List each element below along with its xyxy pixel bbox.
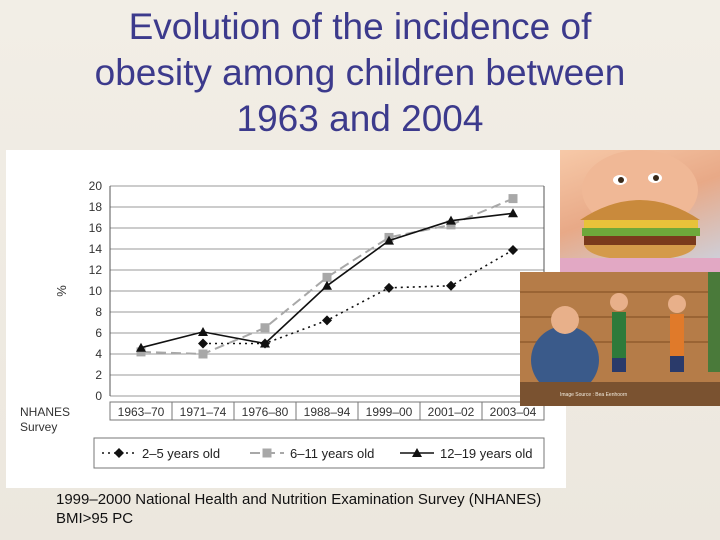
legend-swatch-marker	[412, 448, 422, 457]
x-tick-label: 2003–04	[490, 405, 537, 419]
burger-illustration	[560, 150, 720, 278]
series-3-point	[446, 215, 456, 225]
photo-credit: Image Source : Bea Eenhoorn	[560, 392, 627, 398]
series-1-point	[508, 245, 518, 256]
x-tick-label: 1976–80	[242, 405, 289, 419]
obesity-line-chart: 0 2 4 6 8 10 12 14 16 18 20% 1963–70 1971–74 1976–80 1…	[20, 179, 545, 469]
y-axis-label: %	[54, 285, 69, 297]
source-label-line: Survey	[20, 420, 57, 434]
y-tick-label: 0	[95, 389, 102, 403]
y-tick-label: 18	[89, 200, 103, 214]
legend-label: 6–11 years old	[290, 446, 374, 461]
gym-illustration: Image Source : Bea Eenhoorn	[520, 272, 720, 406]
footnote: 1999–2000 National Health and Nutrition …	[56, 490, 696, 528]
series-3-point	[322, 280, 332, 290]
series-1-point	[198, 338, 208, 349]
y-tick-label: 8	[95, 305, 102, 319]
legend-box	[93, 437, 545, 469]
y-tick-label: 4	[95, 347, 102, 361]
series-3-point	[508, 208, 518, 218]
photo-children-gym-class: Image Source : Bea Eenhoorn	[520, 272, 720, 406]
series-1-point	[384, 282, 394, 293]
footnote-source: 1999–2000 National Health and Nutrition …	[56, 491, 542, 508]
legend-swatch-marker	[262, 448, 272, 458]
title-line-1: Evolution of the incidence of	[128, 6, 592, 47]
x-tick-label: 1999–00	[366, 405, 413, 419]
series-3-point	[384, 235, 394, 245]
series-2-point	[508, 194, 518, 204]
series-line-1	[203, 249, 514, 345]
y-tick-label: 10	[89, 284, 103, 298]
series-3-point	[136, 342, 146, 352]
series-2-point	[136, 347, 146, 357]
legend-label: 12–19 years old	[440, 446, 533, 461]
legend-label: 2–5 years old	[142, 446, 220, 461]
y-tick-label: 2	[95, 368, 102, 382]
series-3-point	[260, 338, 270, 348]
y-tick-label: 14	[89, 242, 103, 256]
series-2-point	[446, 220, 456, 230]
legend-swatch-marker	[114, 448, 124, 458]
y-tick-label: 16	[89, 221, 103, 235]
title-line-2: obesity among children between	[94, 52, 626, 93]
footnote-criteria: BMI>95 PC	[56, 510, 134, 527]
series-2-point	[322, 272, 332, 282]
x-tick-label: 1971–74	[180, 405, 227, 419]
x-tick-label: 2001–02	[428, 405, 475, 419]
y-tick-label: 6	[95, 326, 102, 340]
series-3-point	[198, 326, 208, 336]
series-1-point	[322, 315, 332, 326]
series-2-point	[260, 323, 270, 333]
photo-child-eating-burger	[560, 150, 720, 278]
category-axis-frame	[109, 401, 545, 421]
chart-panel: 0 2 4 6 8 10 12 14 16 18 20% 1963–70 1971–74 1976–80 1…	[6, 150, 566, 488]
y-tick-label: 20	[89, 179, 103, 193]
source-label-line: NHANES	[20, 405, 70, 419]
x-tick-label: 1988–94	[304, 405, 351, 419]
slide-title: Evolution of the incidence of obesity am…	[20, 4, 700, 142]
title-line-3: 1963 and 2004	[236, 98, 484, 139]
series-2-point	[198, 349, 208, 359]
x-tick-label: 1963–70	[118, 405, 165, 419]
y-tick-label: 12	[89, 263, 103, 277]
series-1-point	[446, 280, 456, 291]
